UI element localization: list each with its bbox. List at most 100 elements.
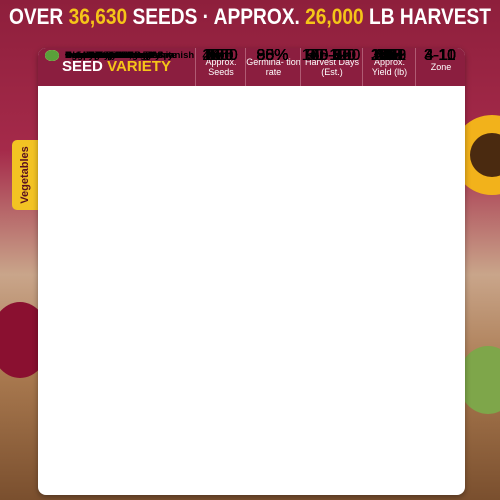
cell-value: 1800 [202,48,238,64]
variety-name: Carrot Imperator 58 [65,50,154,61]
variety-name: Corn [65,50,88,61]
cell-value: 70-85 [310,48,352,64]
variety-name: Cucumber Slicing [65,50,146,61]
cell-value: 4-11 [424,48,456,64]
cell-value: 432 [375,48,402,64]
cell-value: 85% [256,48,289,64]
cell-value: 85% [256,48,289,64]
cell-value: 75 [211,48,229,64]
variety-name: Broccoli [65,50,104,61]
cell-value: 4 [384,48,393,64]
cell-value: 315 [375,48,402,64]
cell-value: 80% [256,48,289,64]
cell-value: 73 [379,48,398,64]
title: OVER 36,630 SEEDS · APPROX. 26,000 LB HA… [9,4,491,29]
cell-value: 850 [206,48,234,64]
cell-value: 85% [256,48,289,64]
cell-value: 14 [379,48,398,64]
variety-name: Onion Yellow Sweet Spanish [65,50,195,61]
variety-name: Bok Choy [65,50,110,61]
cell-value: 65-80 [310,48,352,64]
cell-value: 3-10 [423,48,457,64]
cell-value: 38 [379,48,398,64]
cell-value: 1080 [370,48,407,64]
cell-value: 4-11 [424,48,456,64]
cell-value: 4-11 [424,48,456,64]
cell-value: 250 [206,48,234,64]
variety-name: Artichoke [65,50,109,61]
cell-value: 67 [379,48,398,64]
cell-value: 4-11 [424,48,456,64]
cell-value: 65-80 [310,48,352,64]
side-tab: Vegetables [12,140,38,210]
cell-value: 90% [256,48,289,64]
title-part: OVER [9,4,69,29]
cell-value: 88% [256,48,289,64]
cell-value: 88% [256,48,289,64]
variety-name: Beet Detroit Dark Red [65,50,164,61]
cell-value: 85% [256,48,289,64]
variety-name: Cabbage [65,50,106,61]
cell-value: 275 [206,48,234,64]
column-header: Approx. Yield (lb) [362,48,416,86]
variety-name: Okra [65,50,87,61]
cell-value: 672 [375,48,402,64]
cell-value: 85% [256,48,289,64]
variety-name: Brussel Sprouts [65,50,139,61]
cell-value: 250 [206,48,234,64]
cell-value: 18 [379,48,398,64]
veg-icon [45,50,59,61]
cell-value: 4-11 [424,48,456,64]
cell-value: 50-70 [310,48,352,64]
cell-value: 70-100 [306,48,356,64]
variety-name: Eggplant [65,50,106,61]
cell-value: 3443 [370,48,407,64]
cell-value: 1211 [371,48,406,64]
cell-value: 90% [256,48,289,64]
column-header: Approx. Seeds [195,48,246,86]
cell-value: 90-120 [306,48,356,64]
cell-value: 319 [375,48,402,64]
cell-value: 4-11 [424,48,456,64]
cell-value: 90-120 [306,48,356,64]
cell-value: 40 [211,48,229,64]
cell-value: 3-10 [423,48,457,64]
cell-value: 550 [206,48,234,64]
cell-value: 90% [256,48,289,64]
cell-value: 425 [375,48,402,64]
cell-value: 85% [256,48,289,64]
cell-value: 4-11 [424,48,456,64]
header-word: VARIETY [107,58,171,75]
side-tab-label: Vegetables [19,146,31,204]
variety-name: Carrot Royal Chantenay [65,50,174,61]
cell-value: 600 [206,48,234,64]
title-part: LB HARVEST [364,4,492,29]
cell-value: 55-10 [310,48,352,64]
cell-value: 35 [211,48,229,64]
cell-value: 45-55 [310,48,352,64]
cell-value: 85% [256,48,289,64]
onion [0,302,50,378]
cell-value: 88% [256,48,289,64]
artichoke [458,346,500,414]
cell-value: 88% [256,48,289,64]
variety-name: Cauliflower [65,50,117,61]
cell-value: 50-65 [310,48,352,64]
variety-name: Carrot Scarlet Nantes [65,50,163,61]
cell-value: 60-75 [310,48,352,64]
variety-name: Broccoli Raab, Rapini [65,50,164,61]
cell-value: 4-11 [424,48,456,64]
cell-value: 88% [256,48,289,64]
variety-header: SEED VARIETY [38,48,195,86]
cell-value: 100 [206,48,234,64]
cell-value: 200 [206,48,234,64]
cell-value: 90% [256,48,289,64]
cell-value: 55-70 [310,48,352,64]
cell-value: 55-70 [310,48,352,64]
cell-value: 3-10 [423,48,457,64]
variety-name: Kohlrabi [65,50,104,61]
cell-value: 88% [256,48,289,64]
cell-value: 4-11 [424,48,456,64]
cell-value: 275 [206,48,234,64]
